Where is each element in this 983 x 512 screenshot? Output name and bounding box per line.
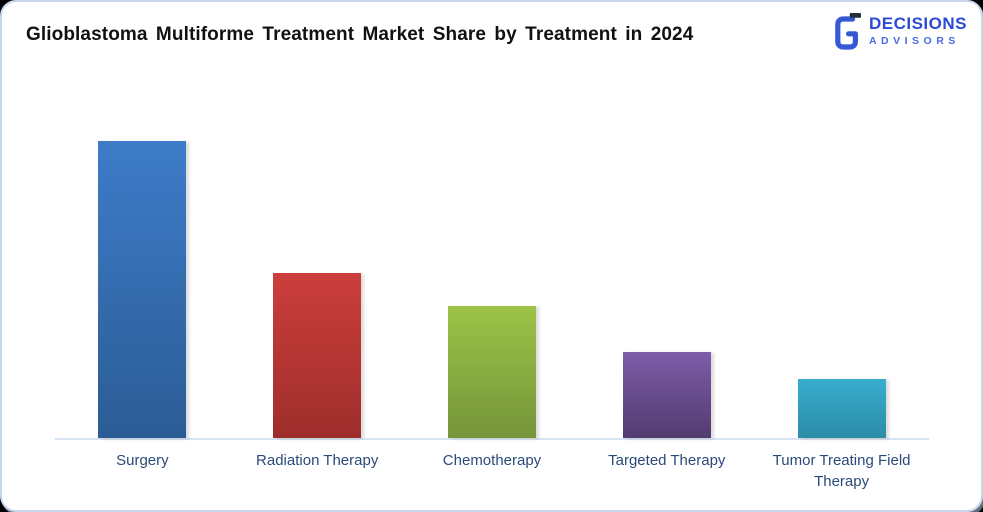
category-label-targeted-therapy: Targeted Therapy <box>608 452 726 469</box>
bar-chemotherapy <box>447 306 536 438</box>
brand-name: DECISIONS <box>868 14 967 34</box>
brand-logo-text: DECISIONS ADVISORS <box>869 15 967 47</box>
bar-surgery <box>98 141 187 438</box>
chart-title: Glioblastoma Multiforme Treatment Market… <box>26 24 694 45</box>
category-axis-labels: Surgery Radiation Therapy Chemotherapy Targ… <box>55 450 929 492</box>
brand-logo: DECISIONS ADVISORS <box>831 10 967 52</box>
category-label-tumor-treating-field-therapy: Tumor Treating Field Therapy <box>772 452 911 490</box>
brand-subname: ADVISORS <box>868 34 960 47</box>
brand-logo-g-icon <box>835 13 861 50</box>
category-label-chemotherapy: Chemotherapy <box>442 452 542 469</box>
bar-targeted-therapy <box>622 352 711 438</box>
chart-column-radiation-therapy <box>230 273 405 438</box>
bar-tumor-treating-field-therapy <box>797 379 886 438</box>
bar-radiation-therapy <box>273 273 362 438</box>
chart-column-targeted-therapy <box>579 352 754 438</box>
chart-column-chemotherapy <box>405 306 580 438</box>
chart-column-tumor-treating-field-therapy <box>754 379 929 438</box>
category-label-surgery: Surgery <box>116 452 169 469</box>
category-label-radiation-therapy: Radiation Therapy <box>256 452 379 469</box>
bar-chart-plot-area <box>55 102 929 440</box>
chart-column-surgery <box>55 141 230 438</box>
